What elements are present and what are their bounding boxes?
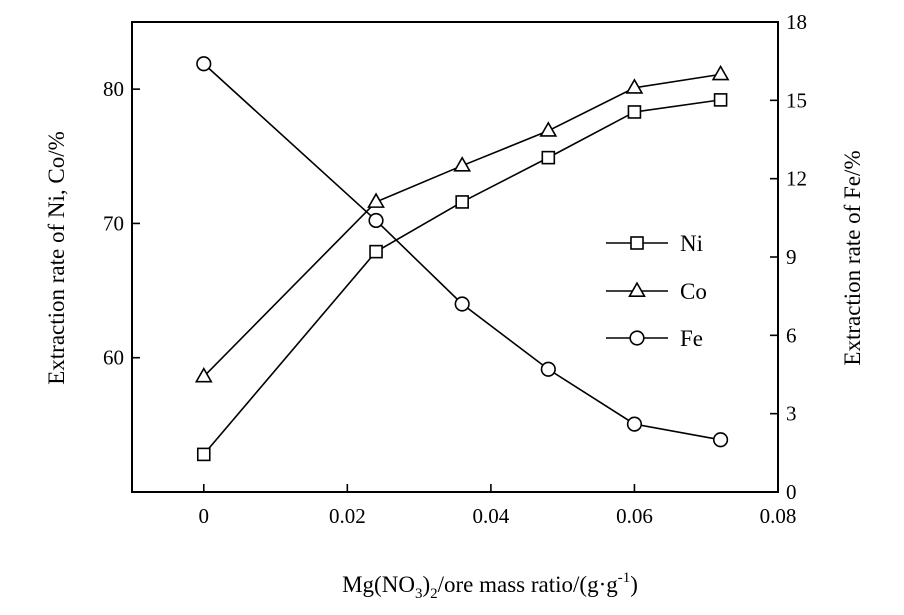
legend-label-co: Co	[680, 279, 707, 304]
point-fe	[454, 296, 470, 312]
x-tick-label: 0.08	[760, 504, 797, 528]
point-co	[453, 156, 472, 172]
x-tick-label: 0.06	[616, 504, 653, 528]
y-axis-left-title: Extraction rate of Ni, Co/%	[44, 131, 69, 385]
legend: Ni Co Fe	[606, 231, 707, 351]
point-fe	[540, 361, 556, 377]
series-line-fe	[203, 63, 721, 441]
series-fe	[196, 56, 729, 448]
point-co	[367, 192, 385, 208]
point-ni	[713, 93, 728, 107]
y-right-tick-label: 3	[786, 402, 797, 426]
point-fe	[712, 432, 729, 448]
point-ni	[455, 195, 469, 209]
point-fe	[368, 212, 384, 229]
legend-marker-fe	[629, 330, 645, 346]
point-co	[711, 64, 730, 81]
y-right-tick-label: 9	[786, 245, 797, 269]
x-axis-title-sub: 3	[415, 586, 423, 602]
x-tick-label: 0.04	[473, 504, 510, 528]
point-fe	[196, 56, 212, 72]
x-axis-title-sub2: 2	[430, 586, 438, 602]
point-co	[539, 121, 558, 137]
series-line-co	[203, 73, 721, 378]
point-ni	[627, 105, 642, 119]
point-ni	[196, 447, 211, 462]
series-layer	[194, 56, 730, 462]
y-left-tick-label: 70	[103, 211, 124, 235]
x-tick-label: 0.02	[329, 504, 366, 528]
legend-item-fe: Fe	[606, 326, 703, 351]
legend-label-fe: Fe	[680, 326, 703, 351]
y-right-tick-label: 6	[786, 323, 797, 347]
series-co	[194, 64, 730, 383]
point-co	[194, 367, 213, 383]
y-left-tick-label: 80	[103, 77, 124, 101]
x-axis-title-mid: )	[422, 572, 430, 597]
x-axis-title-sup: -1	[618, 570, 631, 586]
y-left-tick-label: 60	[103, 346, 124, 370]
y-right-tick-label: 0	[786, 480, 797, 504]
point-co	[625, 78, 644, 94]
x-axis-title-end: )	[630, 572, 638, 597]
x-axis-title: Mg(NO3)2/ore mass ratio/(g·g-1)	[342, 570, 638, 602]
x-axis-title-suffix: /ore mass ratio/(g·g	[438, 572, 619, 597]
legend-label-ni: Ni	[680, 231, 703, 256]
point-ni	[369, 244, 383, 259]
plot-frame	[131, 21, 779, 493]
y-axis-right-title: Extraction rate of Fe/%	[840, 150, 865, 365]
y-right-tick-label: 15	[786, 88, 807, 112]
axes: 0 0.02 0.04 0.06 0.08 60 70 80 0 3 6 9 12 15 18	[103, 10, 807, 528]
x-tick-label: 0	[199, 504, 210, 528]
series-line-ni	[203, 99, 721, 455]
legend-item-ni: Ni	[606, 231, 703, 256]
legend-marker-co	[628, 281, 646, 297]
x-axis-title-prefix: Mg(NO	[342, 572, 415, 597]
point-ni	[541, 150, 556, 165]
legend-marker-ni	[630, 236, 644, 250]
y-right-tick-label: 12	[786, 167, 807, 191]
y-right-tick-label: 18	[786, 10, 807, 34]
point-fe	[626, 416, 643, 432]
series-ni	[196, 93, 728, 462]
legend-item-co: Co	[606, 279, 707, 304]
